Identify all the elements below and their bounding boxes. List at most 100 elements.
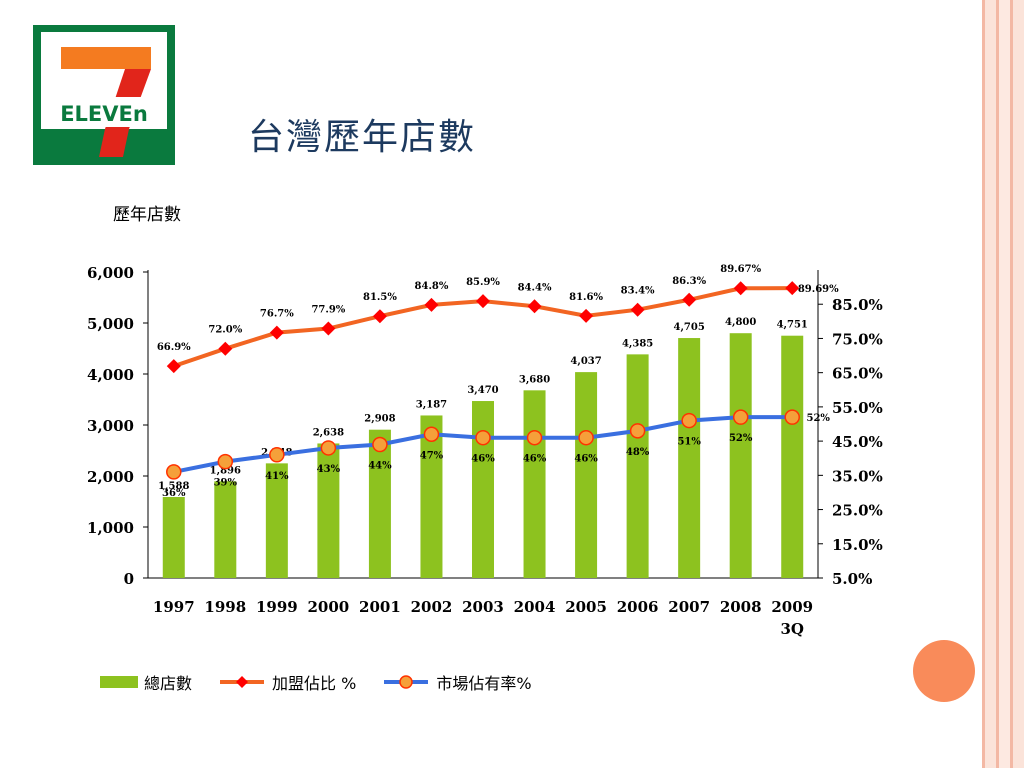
franchise-ratio-label: 89.69% [798, 284, 839, 295]
market-share-label: 44% [368, 461, 392, 472]
franchise-ratio-marker [321, 321, 336, 336]
franchise-ratio-marker [166, 359, 181, 374]
bar-value-label: 3,680 [519, 374, 550, 385]
bar-total-stores [729, 333, 752, 578]
market-share-label: 47% [420, 450, 444, 461]
bar-value-label: 4,705 [673, 322, 704, 333]
market-share-marker [166, 464, 182, 480]
market-share-label: 52% [729, 433, 753, 444]
franchise-ratio-label: 85.9% [466, 277, 500, 288]
market-share-label: 46% [523, 454, 547, 465]
x-tick-label: 1997 [153, 598, 195, 616]
x-tick-label: 2009 [771, 598, 813, 616]
market-share-marker [423, 426, 440, 443]
bar-total-stores [472, 401, 494, 578]
x-tick-label: 1998 [204, 598, 246, 616]
x-tick-label: 2003 [462, 598, 504, 616]
bar-value-label: 3,470 [467, 385, 498, 396]
franchise-ratio-label: 77.9% [311, 305, 345, 316]
left-tick-label: 2,000 [87, 468, 134, 486]
slide-title: 台灣歷年店數 [248, 117, 477, 158]
left-tick-label: 3,000 [87, 417, 134, 435]
franchise-ratio-marker [372, 309, 387, 324]
bar-value-label: 3,187 [416, 399, 447, 410]
bar-value-label: 2,638 [313, 427, 344, 438]
franchise-ratio-label: 84.8% [415, 281, 449, 292]
right-tick-label: 15.0% [832, 536, 883, 554]
bar-value-label: 1,896 [210, 465, 241, 476]
franchise-ratio-marker [476, 294, 490, 309]
bar-value-label: 2,908 [364, 414, 395, 425]
bar-total-stores [214, 481, 237, 578]
x-tick-label: 2007 [668, 598, 710, 616]
legend-bar-swatch [100, 676, 138, 688]
market-share-label: 43% [317, 464, 341, 475]
franchise-ratio-marker [733, 281, 748, 296]
x-tick-label: 2004 [514, 598, 556, 616]
decorative-right-border [978, 0, 1024, 768]
franchise-ratio-label: 66.9% [157, 342, 191, 353]
legend-diamond-line-swatch [220, 676, 265, 688]
franchise-ratio-marker [527, 299, 542, 314]
market-share-label: 39% [214, 478, 238, 489]
x-tick-label: 1999 [256, 598, 298, 616]
logo-text: ELEVEn [60, 102, 148, 126]
bar-total-stores [575, 372, 598, 578]
x-tick-label: 2008 [720, 598, 762, 616]
x-tick-label: 2005 [565, 598, 607, 616]
bar-total-stores [265, 463, 288, 578]
bar-total-stores [420, 415, 443, 578]
franchise-ratio-label: 83.4% [621, 286, 655, 297]
bar-total-stores [368, 429, 391, 578]
franchise-ratio-marker [218, 341, 233, 356]
franchise-ratio-marker [785, 281, 800, 296]
market-share-label: 41% [265, 471, 289, 482]
legend-label: 加盟佔比 % [272, 674, 357, 693]
left-tick-label: 6,000 [87, 264, 134, 282]
bar-total-stores [626, 354, 649, 578]
bar-total-stores [781, 335, 804, 578]
x-tick-label: 2006 [617, 598, 659, 616]
market-share-marker [784, 409, 800, 425]
bar-value-label: 1,588 [158, 481, 189, 492]
legend-circle-line-swatch [384, 675, 429, 689]
franchise-ratio-label: 81.5% [363, 292, 397, 303]
market-share-label: 36% [162, 488, 186, 499]
market-share-marker [732, 409, 749, 425]
bar-value-label: 4,385 [622, 338, 653, 349]
legend-item-market-share: 市場佔有率% [382, 670, 532, 694]
bar-total-stores [317, 443, 340, 578]
x-tick-label: 3Q [780, 620, 804, 638]
right-tick-label: 85.0% [832, 296, 883, 314]
legend-label: 總店數 [144, 674, 193, 693]
left-tick-label: 4,000 [87, 366, 134, 384]
bar-total-stores [162, 497, 185, 578]
market-share-label: 48% [626, 447, 650, 458]
left-tick-label: 0 [124, 570, 134, 588]
right-tick-label: 25.0% [832, 502, 883, 520]
decorative-orange-circle [913, 640, 975, 702]
market-share-marker [320, 440, 337, 456]
franchise-ratio-label: 86.3% [672, 276, 706, 287]
market-share-label: 46% [471, 454, 495, 465]
bar-value-label: 4,800 [725, 317, 756, 328]
market-share-marker [217, 453, 234, 470]
bar-total-stores [678, 338, 701, 578]
market-share-marker [526, 429, 543, 446]
bar-total-stores [523, 390, 546, 578]
franchise-ratio-label: 72.0% [208, 325, 242, 336]
right-tick-label: 55.0% [832, 399, 883, 417]
market-share-marker [578, 429, 594, 446]
right-tick-label: 45.0% [832, 433, 883, 451]
market-share-label: 51% [677, 437, 701, 448]
franchise-ratio-marker [579, 308, 594, 323]
x-tick-label: 2002 [411, 598, 453, 616]
bar-value-label: 4,037 [570, 356, 601, 367]
franchise-ratio-marker [630, 302, 645, 317]
market-share-marker [475, 429, 491, 446]
right-tick-label: 5.0% [832, 570, 872, 588]
legend-item-franchise-ratio: 加盟佔比 % [218, 670, 356, 694]
franchise-ratio-marker [269, 325, 284, 340]
right-tick-label: 65.0% [832, 365, 883, 383]
